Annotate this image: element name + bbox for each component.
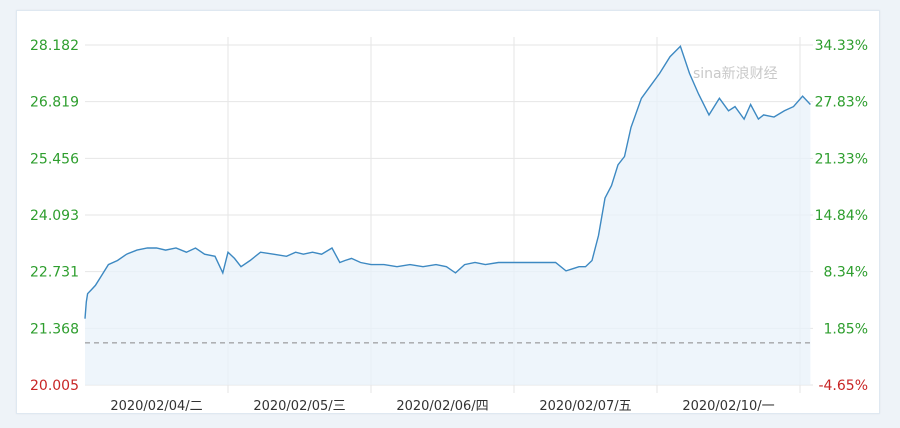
price-line: [84, 45, 811, 319]
left-tick-label: 24.093: [30, 208, 79, 224]
right-percent-axis: 34.33% 27.83% 21.33% 14.84% 8.34% 1.85% -4.65%: [815, 38, 868, 394]
left-tick-label: 26.819: [30, 95, 79, 111]
left-tick-label: 20.005: [30, 378, 79, 394]
left-tick-label: 21.368: [30, 321, 79, 337]
right-tick-label: 1.85%: [824, 321, 868, 337]
right-tick-label: 21.33%: [815, 151, 868, 167]
left-tick-label: 28.182: [30, 38, 79, 54]
date-tick-label: 2020/02/07/五: [539, 399, 631, 414]
right-tick-label: 34.33%: [815, 38, 868, 54]
price-area: [85, 46, 811, 386]
date-tick-label: 2020/02/10/一: [682, 399, 774, 414]
right-tick-label: -4.65%: [818, 378, 868, 394]
right-tick-label: 8.34%: [824, 265, 868, 281]
date-axis: 2020/02/04/二 2020/02/05/三 2020/02/06/四 2020…: [110, 399, 774, 414]
right-tick-label: 27.83%: [815, 95, 868, 111]
date-tick-label: 2020/02/06/四: [396, 399, 488, 414]
left-price-axis: 28.182 26.819 25.456 24.093 22.731 21.368 20.0…: [30, 38, 79, 394]
left-tick-label: 25.456: [30, 151, 79, 167]
date-tick-label: 2020/02/04/二: [110, 399, 202, 414]
watermark: sina新浪财经: [693, 66, 778, 82]
left-tick-label: 22.731: [30, 265, 79, 281]
date-tick-label: 2020/02/05/三: [253, 399, 345, 414]
right-tick-label: 14.84%: [815, 208, 868, 224]
